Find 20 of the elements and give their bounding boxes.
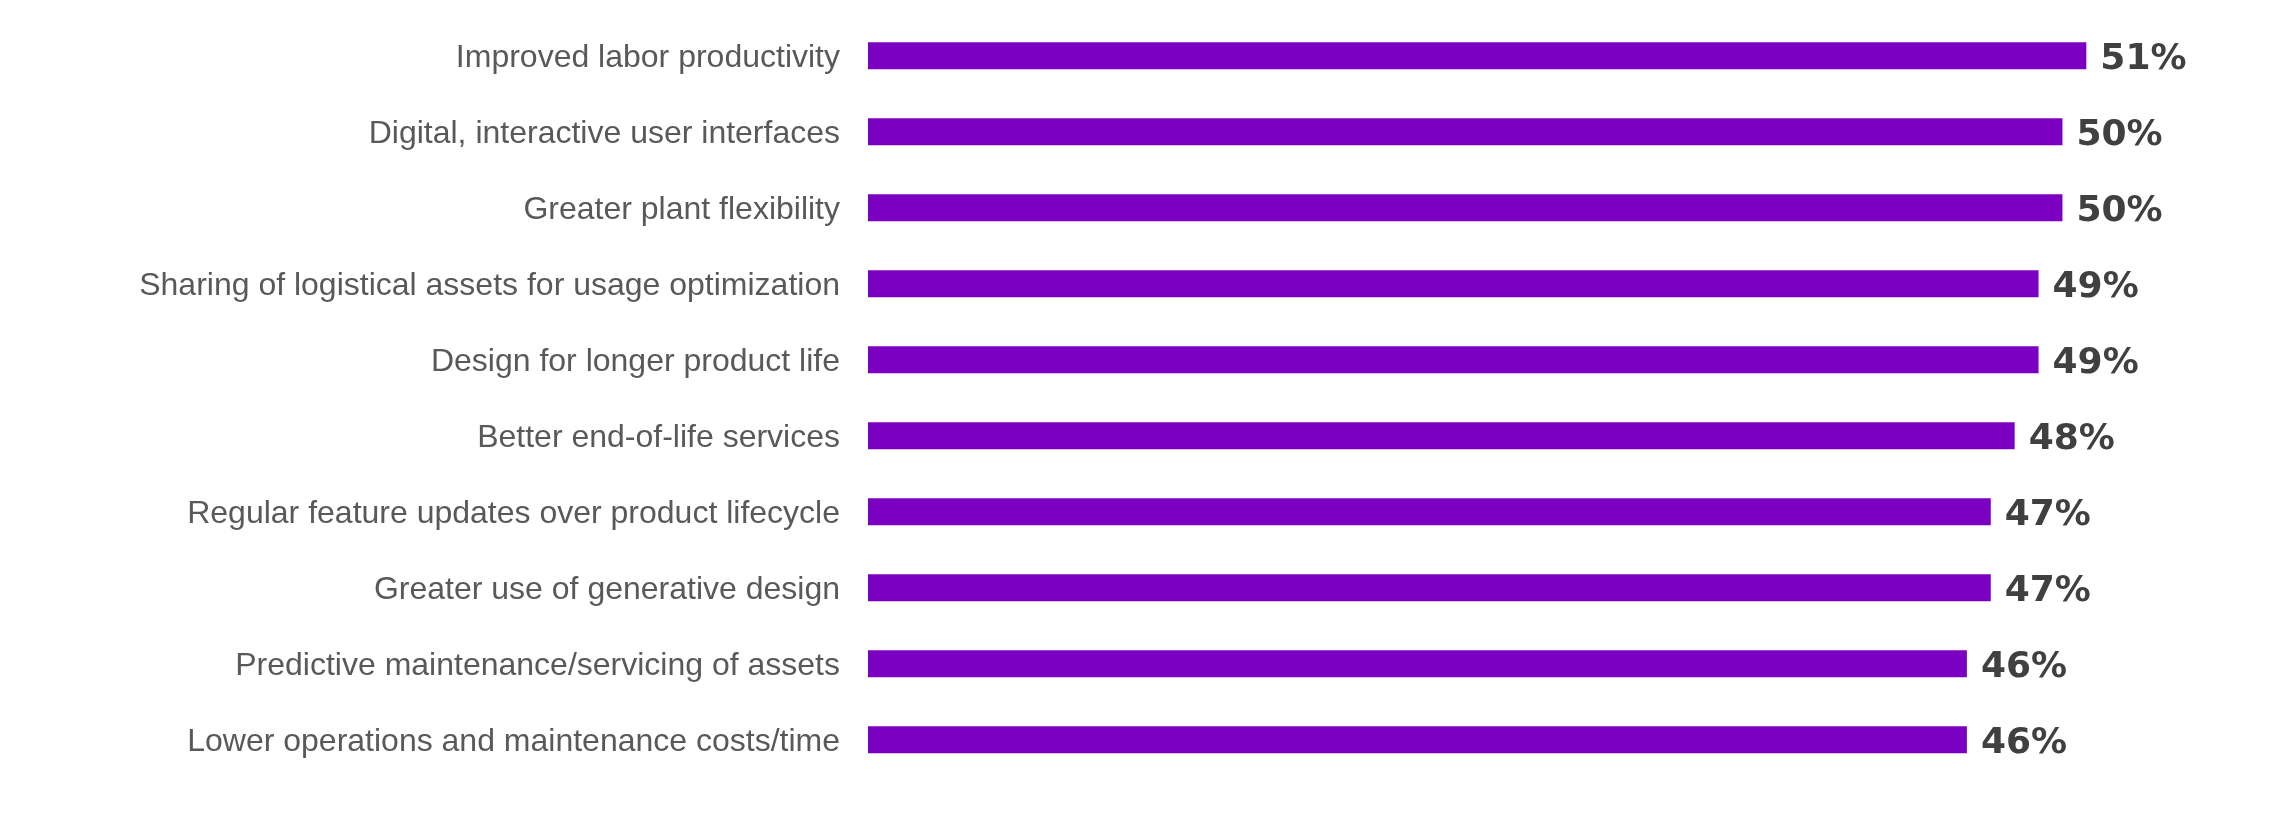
y-tick-label: Lower operations and maintenance costs/time	[187, 722, 840, 759]
y-tick-label: Digital, interactive user interfaces	[368, 114, 840, 151]
data-label: 49%	[2052, 263, 2139, 305]
y-tick-label: Better end-of-life services	[477, 418, 840, 455]
data-label: 47%	[2004, 491, 2091, 533]
data-label: 50%	[2076, 111, 2163, 153]
y-tick-label: Greater use of generative design	[373, 570, 840, 607]
y-tick-label: Greater plant flexibility	[523, 190, 840, 227]
y-tick-label: Design for longer product life	[430, 342, 840, 379]
y-tick-label: Regular feature updates over product lifecycle	[187, 494, 840, 531]
data-label: 49%	[2052, 339, 2139, 381]
data-label: 47%	[2004, 567, 2091, 609]
data-label: 51%	[2100, 35, 2187, 77]
data-label: 46%	[1980, 643, 2068, 685]
y-tick-label: Sharing of logistical assets for usage optimization	[139, 266, 840, 303]
data-label: 46%	[1980, 719, 2068, 761]
data-label: 50%	[2076, 187, 2163, 229]
y-tick-label: Improved labor productivity	[455, 38, 840, 75]
y-tick-label: Predictive maintenance/servicing of assets	[235, 646, 840, 683]
data-label: 48%	[2028, 415, 2115, 457]
